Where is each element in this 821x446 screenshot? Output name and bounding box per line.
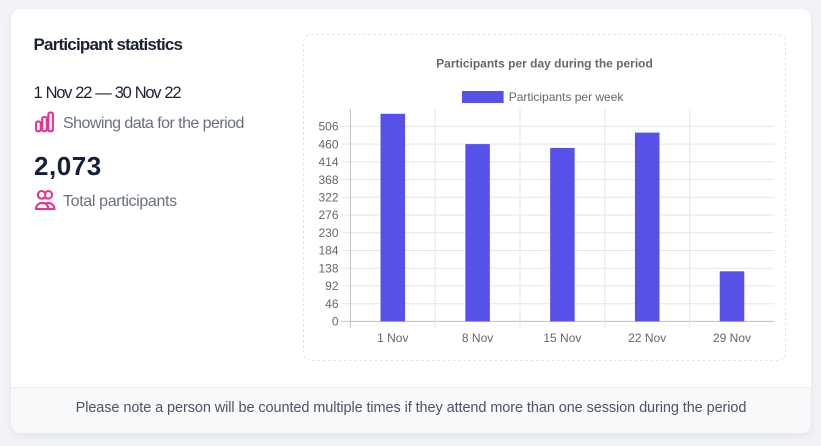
svg-text:Participants per week: Participants per week [509,90,625,104]
svg-text:230: 230 [318,226,338,240]
svg-text:322: 322 [318,191,338,205]
svg-text:92: 92 [325,279,339,293]
svg-text:0: 0 [332,315,339,329]
svg-text:22 Nov: 22 Nov [628,331,666,345]
svg-text:Participants per day during th: Participants per day during the period [436,57,653,71]
svg-text:1 Nov: 1 Nov [377,331,408,345]
svg-text:506: 506 [318,120,338,134]
svg-text:414: 414 [318,155,338,169]
svg-text:276: 276 [318,208,338,222]
svg-text:460: 460 [318,137,338,151]
svg-text:184: 184 [318,244,338,258]
svg-text:15 Nov: 15 Nov [543,331,581,345]
svg-text:29 Nov: 29 Nov [713,331,751,345]
svg-text:138: 138 [318,261,338,275]
svg-text:46: 46 [325,297,339,311]
svg-text:368: 368 [318,173,338,187]
svg-text:8 Nov: 8 Nov [462,331,493,345]
